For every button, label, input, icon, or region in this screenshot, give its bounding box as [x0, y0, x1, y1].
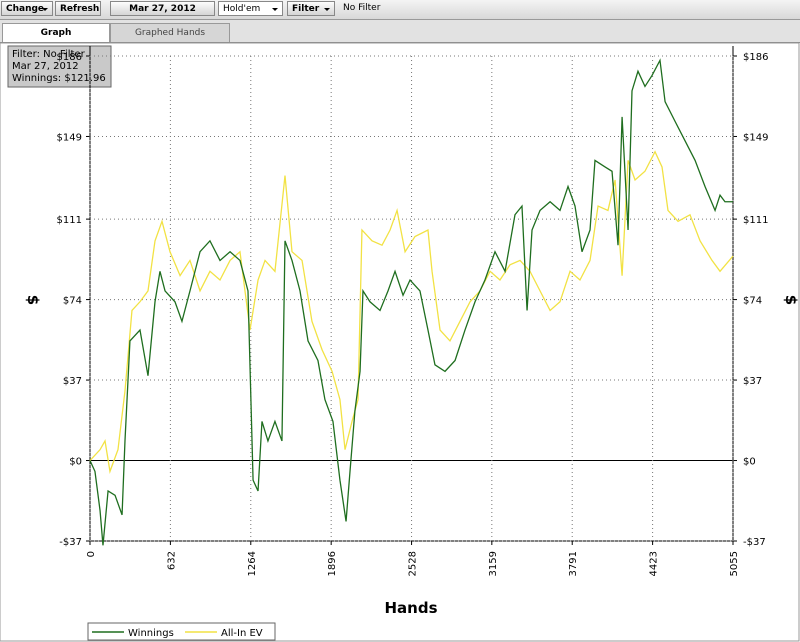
change-button[interactable]: Change: [1, 1, 53, 16]
filter-button[interactable]: Filter: [287, 1, 335, 16]
date-button[interactable]: Mar 27, 2012: [110, 1, 215, 16]
label: Hold'em: [223, 4, 261, 14]
x-tick-label: 1896: [327, 551, 338, 576]
x-tick-label: 5055: [729, 551, 740, 576]
y-tick-label: $37: [743, 376, 762, 387]
legend-label: All-In EV: [221, 628, 263, 639]
label: Filter: [292, 4, 320, 14]
legend-label: Winnings: [128, 628, 174, 639]
y-tick-label: $149: [57, 132, 82, 143]
y-tick-label: -$37: [743, 537, 766, 548]
y-tick-label: $111: [743, 215, 768, 226]
x-tick-label: 3159: [488, 551, 499, 576]
info-line: Winnings: $121.96: [12, 73, 106, 84]
x-tick-label: 4423: [649, 551, 660, 576]
x-tick-label: 0: [86, 551, 97, 557]
x-tick-label: 2528: [408, 551, 419, 576]
legend: [87, 622, 276, 641]
label: Change: [6, 4, 45, 14]
y-tick-label: $37: [63, 376, 82, 387]
line-series: [89, 150, 734, 474]
y-tick-label: $186: [57, 52, 82, 63]
y-tick-label: $74: [743, 296, 762, 307]
y-tick-label: $111: [57, 215, 82, 226]
y-tick-label: $0: [743, 457, 756, 468]
toolbar: Change Refresh Mar 27, 2012 Hold'em Filt…: [0, 0, 800, 20]
y-tick-label: $0: [69, 457, 82, 468]
info-line: Filter: No Filter: [12, 49, 86, 60]
x-tick-label: 3791: [568, 551, 579, 576]
refresh-button[interactable]: Refresh: [55, 1, 101, 16]
info-box: [7, 45, 112, 88]
game-dropdown[interactable]: Hold'em: [218, 1, 283, 16]
y-tick-label: $74: [63, 296, 82, 307]
x-axis-label: Hands: [384, 599, 437, 617]
chart-frame: [0, 42, 800, 642]
y-tick-label: -$37: [59, 537, 82, 548]
y-tick-label: $149: [743, 132, 768, 143]
y-tick-label: $186: [743, 52, 768, 63]
line-series: [89, 58, 733, 546]
y-axis-label: $: [782, 295, 800, 305]
x-tick-label: 1264: [247, 551, 258, 576]
filter-status: No Filter: [343, 3, 381, 13]
x-tick-label: 632: [166, 551, 177, 570]
info-line: Mar 27, 2012: [12, 61, 79, 72]
tab[interactable]: Graphed Hands: [110, 23, 230, 42]
y-axis-label: $: [24, 295, 42, 305]
tab[interactable]: Graph: [2, 23, 110, 42]
